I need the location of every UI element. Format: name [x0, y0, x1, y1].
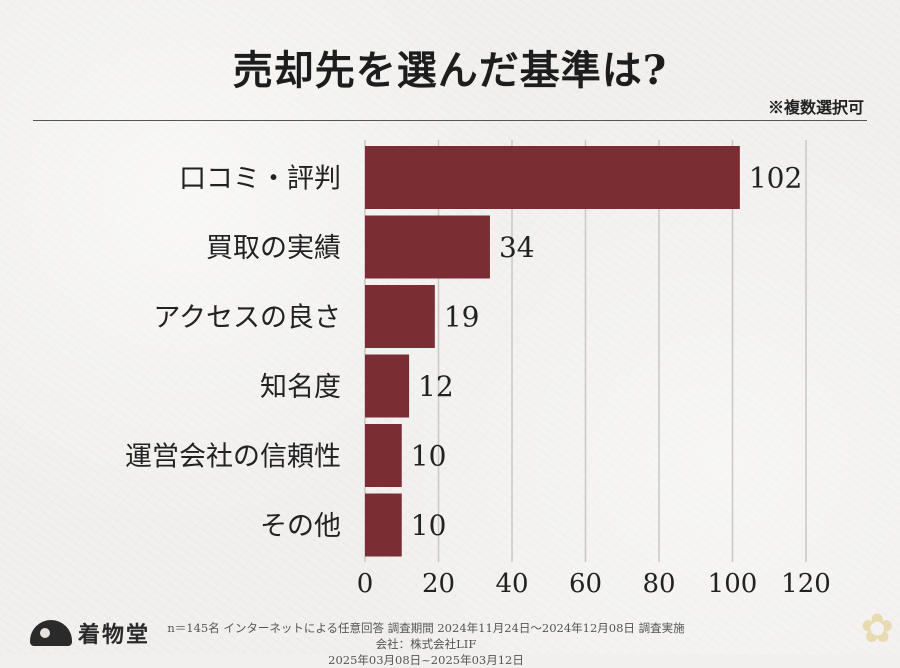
survey-info-line2: 2025年03月08日~2025年03月12日 [328, 653, 524, 667]
x-tick-label: 20 [422, 569, 455, 599]
value-label: 10 [411, 440, 447, 473]
bar [365, 146, 740, 209]
title-divider [33, 120, 867, 121]
x-tick-label: 120 [781, 569, 831, 599]
value-label: 19 [444, 301, 480, 334]
category-label: アクセスの良さ [153, 303, 341, 334]
bars [365, 146, 740, 557]
bar [365, 354, 410, 418]
multiple-choice-note: ※複数選択可 [767, 98, 864, 117]
category-label: 口コミ・評判 [179, 164, 341, 195]
bar [365, 285, 435, 348]
chart-title: 売却先を選んだ基準は? [232, 47, 668, 94]
asanoha-flower-icon: ✿ [860, 606, 894, 652]
bar [365, 493, 402, 557]
x-tick-labels: 0 20 40 60 80 100 120 [357, 569, 831, 599]
x-tick-label: 40 [495, 569, 528, 599]
category-label: 知名度 [260, 372, 341, 403]
value-label: 34 [499, 231, 535, 264]
paper-background [0, 0, 900, 654]
bar [365, 215, 490, 279]
value-labels: 102 34 19 12 10 10 [411, 162, 803, 543]
survey-info-line1: n＝145名 インターネットによる任意回答 調査期間 2024年11月24日～2… [167, 621, 685, 651]
x-tick-label: 0 [357, 569, 374, 599]
grid-lines [364, 140, 807, 562]
value-label: 102 [749, 162, 802, 195]
value-label: 12 [418, 370, 454, 403]
bar [365, 424, 402, 487]
x-tick-label: 100 [708, 569, 758, 599]
category-label: その他 [260, 511, 341, 542]
x-tick-label: 60 [569, 569, 602, 599]
value-label: 10 [411, 509, 447, 542]
logo-text: 着物堂 [78, 622, 151, 648]
category-label: 買取の実績 [206, 233, 341, 264]
x-tick-label: 80 [642, 569, 675, 599]
fan-logo-icon [30, 620, 72, 646]
brand-logo: 着物堂 [30, 618, 150, 648]
survey-info: n＝145名 インターネットによる任意回答 調査期間 2024年11月24日～2… [166, 620, 686, 668]
category-label: 運営会社の信頼性 [125, 442, 341, 473]
